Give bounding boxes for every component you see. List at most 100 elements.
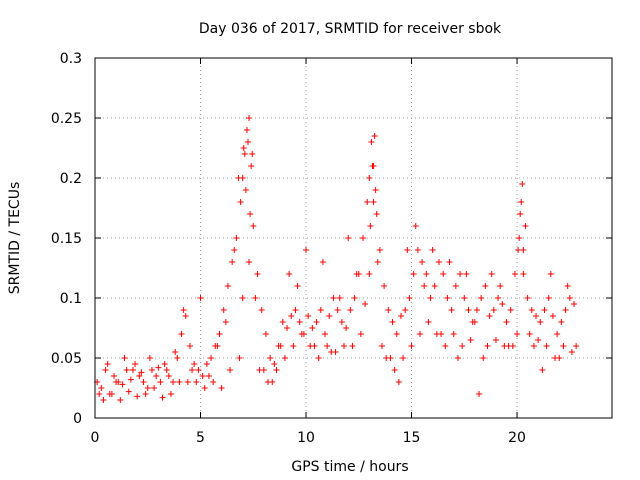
y-tick-label: 0.3 xyxy=(60,51,82,67)
data-point xyxy=(294,283,301,289)
data-point xyxy=(104,361,111,367)
data-point xyxy=(180,307,187,313)
data-point xyxy=(138,369,145,376)
data-point xyxy=(262,331,269,337)
data-point xyxy=(461,295,468,301)
data-point xyxy=(478,295,485,301)
data-point xyxy=(349,343,356,349)
x-tick-label: 5 xyxy=(196,430,205,446)
data-point xyxy=(520,247,527,253)
x-axis-label: GPS time / hours xyxy=(291,459,408,475)
data-point xyxy=(539,367,546,373)
data-point xyxy=(562,307,569,313)
data-point xyxy=(367,223,374,229)
data-point xyxy=(307,343,314,349)
data-point xyxy=(284,325,291,331)
data-point xyxy=(218,385,225,391)
data-point xyxy=(102,367,109,373)
y-tick-label: 0.1 xyxy=(60,291,82,307)
data-point xyxy=(383,355,390,361)
data-point xyxy=(277,343,284,349)
data-point xyxy=(406,295,413,301)
data-point xyxy=(402,307,409,313)
data-point xyxy=(507,307,514,313)
data-point xyxy=(573,343,580,349)
data-point xyxy=(336,295,343,301)
y-tick-label: 0 xyxy=(73,411,82,427)
data-point xyxy=(372,187,379,193)
x-tick-label: 20 xyxy=(508,430,526,446)
data-point xyxy=(395,379,402,385)
data-point xyxy=(537,319,544,325)
data-point xyxy=(547,271,554,277)
data-point xyxy=(341,343,348,349)
data-point xyxy=(292,307,299,313)
data-point xyxy=(197,295,204,301)
data-point xyxy=(246,259,253,265)
data-point xyxy=(247,211,254,217)
data-point xyxy=(309,325,316,331)
data-point xyxy=(471,319,478,325)
data-point xyxy=(497,283,504,289)
data-point xyxy=(338,319,345,325)
data-point xyxy=(473,307,480,313)
data-point xyxy=(442,343,449,349)
data-point xyxy=(404,247,411,253)
data-point xyxy=(351,295,358,301)
data-point xyxy=(250,223,257,229)
data-point xyxy=(127,376,134,383)
data-point xyxy=(236,355,243,361)
data-point xyxy=(389,319,396,325)
data-point xyxy=(499,301,506,307)
data-point xyxy=(113,379,120,385)
data-point xyxy=(322,331,329,337)
data-point xyxy=(249,151,256,157)
data-point xyxy=(271,361,278,367)
data-point xyxy=(533,313,540,319)
data-point xyxy=(444,295,451,301)
data-point xyxy=(526,331,533,337)
data-point xyxy=(258,307,265,313)
data-point xyxy=(324,343,331,349)
data-point xyxy=(501,343,508,349)
data-point xyxy=(303,247,310,253)
data-point xyxy=(117,397,124,403)
data-point xyxy=(393,331,400,337)
x-tick-label: 15 xyxy=(403,430,421,446)
data-point xyxy=(433,331,440,337)
y-tick-label: 0.25 xyxy=(51,111,82,127)
data-point xyxy=(364,199,371,205)
data-point xyxy=(165,373,172,379)
data-point xyxy=(157,379,164,385)
data-point xyxy=(254,271,261,277)
data-point xyxy=(148,367,155,373)
data-point xyxy=(425,319,432,325)
data-point xyxy=(229,259,236,265)
x-tick-label: 0 xyxy=(91,430,100,446)
data-point xyxy=(427,295,434,301)
data-point xyxy=(134,393,141,400)
data-point xyxy=(571,301,578,307)
data-point xyxy=(374,259,381,265)
data-point xyxy=(566,295,573,301)
data-point xyxy=(146,355,153,361)
data-point xyxy=(518,199,525,205)
data-point xyxy=(233,235,240,241)
data-point xyxy=(216,331,223,337)
data-point xyxy=(467,337,474,343)
data-point xyxy=(484,343,491,349)
data-point xyxy=(492,337,499,343)
data-point xyxy=(568,349,575,355)
data-point xyxy=(174,355,181,361)
data-point xyxy=(176,379,183,385)
data-points xyxy=(94,115,580,403)
data-point xyxy=(330,295,337,301)
data-point xyxy=(530,343,537,349)
data-point xyxy=(205,373,212,379)
data-point xyxy=(369,163,376,169)
data-point xyxy=(195,367,202,373)
data-point xyxy=(256,367,263,373)
data-point xyxy=(543,343,550,349)
data-point xyxy=(414,247,421,253)
data-point xyxy=(347,307,354,313)
